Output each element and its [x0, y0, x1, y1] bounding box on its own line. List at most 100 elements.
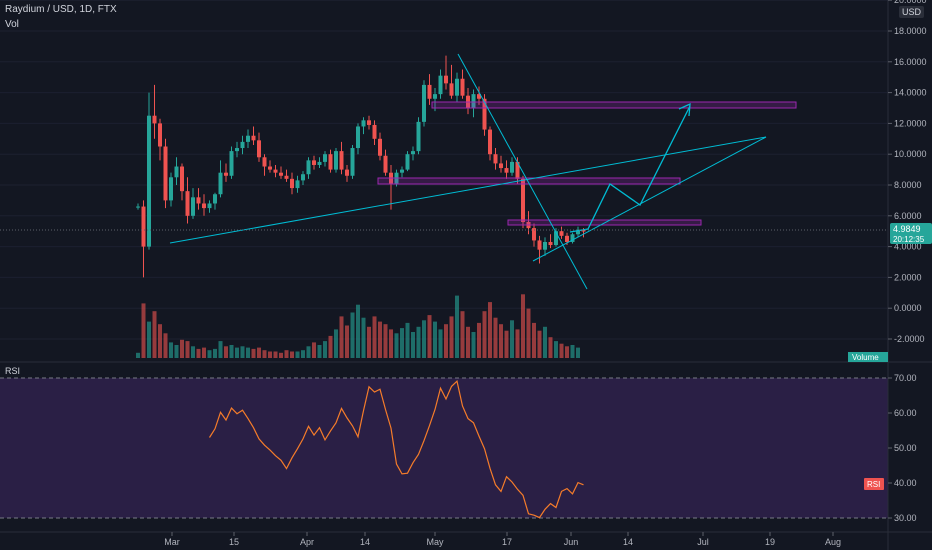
candle-body: [488, 129, 492, 155]
volume-bar: [152, 311, 157, 358]
candle-body: [356, 126, 360, 149]
volume-bar: [389, 329, 393, 358]
volume-bar: [383, 324, 388, 358]
candle-body: [295, 180, 300, 189]
candle-body: [246, 135, 250, 142]
trendline-resistance[interactable]: [457, 53, 588, 290]
candle-body: [510, 161, 514, 173]
volume-bar: [449, 316, 454, 358]
volume-bar: [537, 330, 542, 358]
candle-body: [532, 228, 536, 241]
volume-bar: [290, 351, 294, 358]
volume-bar: [427, 315, 432, 358]
volume-bar: [240, 346, 245, 358]
candle-body: [257, 140, 261, 158]
candle-body: [460, 78, 465, 96]
rsi-axis[interactable]: 70.00 60.00 50.00 40.00 30.00: [888, 373, 917, 523]
volume-bar: [235, 347, 239, 358]
candle-body: [235, 148, 239, 152]
volume-bar: [273, 351, 278, 358]
candle-body: [581, 229, 586, 232]
volume-bar: [218, 341, 223, 358]
rsi-pane-title: RSI: [5, 366, 20, 376]
candle-body: [411, 151, 415, 155]
volume-bar: [306, 346, 311, 358]
volume-bar: [251, 348, 256, 358]
volume-bar: [350, 312, 355, 358]
price-tick-label: 2.0000: [894, 272, 922, 282]
volume-tag-label: Volume: [852, 353, 879, 362]
volume-bar: [257, 347, 261, 358]
candle-body: [372, 124, 377, 139]
volume-bar: [147, 321, 151, 358]
volume-bar: [301, 350, 305, 358]
candle-body: [141, 206, 146, 247]
price-tick-label: 4.0000: [894, 242, 922, 252]
drawings[interactable]: [169, 53, 797, 290]
candle-body: [543, 241, 547, 250]
volume-bar: [213, 348, 217, 358]
candle-body: [306, 160, 311, 175]
volume-bar: [163, 333, 168, 358]
candle-body: [218, 172, 223, 195]
volume-bar: [466, 326, 470, 358]
price-tick-label: 0.0000: [894, 303, 922, 313]
volume-bar: [317, 345, 322, 358]
projection-arrowhead: [678, 102, 691, 117]
candle-body: [169, 177, 173, 201]
volume-bar: [334, 329, 338, 358]
candle-body: [301, 174, 305, 181]
currency-label[interactable]: USD: [899, 6, 925, 18]
volume-bar: [532, 322, 536, 358]
candle-body: [383, 155, 388, 173]
volume-bar: [136, 352, 140, 358]
candle-body: [323, 154, 327, 162]
candle-body: [537, 240, 542, 250]
candle-body: [251, 135, 256, 141]
candle-body: [196, 197, 201, 204]
candle-body: [554, 231, 558, 246]
time-tick-label: 15: [229, 537, 239, 547]
time-tick-label: Mar: [164, 537, 180, 547]
price-axis[interactable]: 20.0000 18.0000 16.0000 14.0000 12.0000 10.00…: [888, 0, 927, 344]
wedge-lower-line[interactable]: [532, 136, 767, 262]
volume-bar: [180, 339, 184, 358]
volume-bar: [548, 337, 553, 358]
time-tick-label: Jul: [697, 537, 709, 547]
volume-bar: [202, 347, 206, 358]
volume-bar: [499, 324, 503, 358]
candle-body: [202, 203, 206, 209]
volume-bar: [312, 342, 316, 358]
time-axis[interactable]: Mar 15 Apr 14 May 17 Jun 14 Jul 19 Aug: [164, 532, 841, 547]
candle-body: [565, 235, 569, 242]
candle-body: [499, 163, 503, 169]
volume-bar: [411, 332, 415, 358]
volume-bar: [191, 346, 195, 358]
candle-body: [350, 148, 355, 176]
volume-bar: [246, 347, 250, 358]
candle-body: [213, 194, 217, 204]
volume-bar: [394, 333, 399, 358]
candle-body: [405, 154, 410, 170]
price-tick-label: 10.0000: [894, 149, 927, 159]
candle-body: [229, 151, 234, 176]
volume-bar: [400, 328, 404, 358]
volume-bar: [433, 321, 437, 358]
volume-bar: [554, 341, 558, 358]
time-tick-label: Aug: [825, 537, 841, 547]
volume-bar: [345, 325, 349, 358]
candle-body: [312, 160, 316, 165]
trendline-support[interactable]: [169, 136, 767, 244]
last-price-badge: [890, 223, 932, 244]
price-tick-label: 8.0000: [894, 180, 922, 190]
volume-bar: [169, 342, 173, 358]
volume-bar: [279, 352, 283, 358]
volume-bar: [323, 341, 327, 358]
chart-title: Raydium / USD, 1D, FTX: [5, 4, 117, 15]
volume-bar: [158, 324, 162, 358]
zone-14[interactable]: [431, 101, 797, 109]
candle-body: [559, 231, 564, 236]
candle-body: [290, 178, 294, 189]
candle-body: [477, 94, 481, 99]
